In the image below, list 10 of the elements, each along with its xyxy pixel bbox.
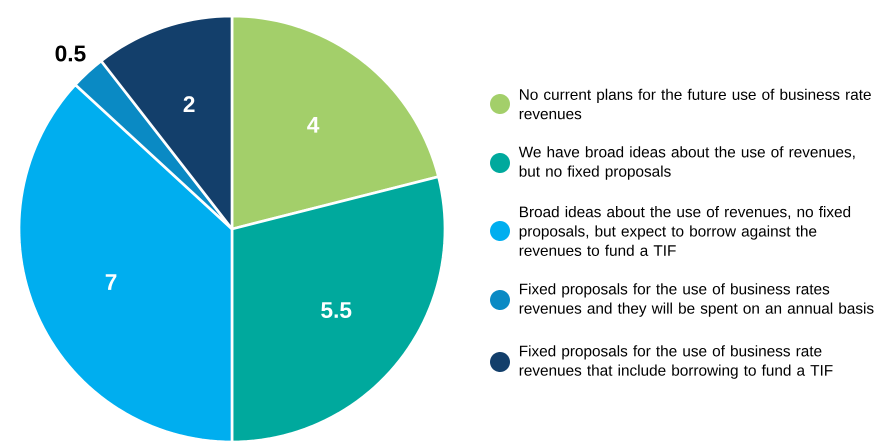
legend-label: Fixed proposals for the use of business rate revenues that include borrowing to fund a TIF bbox=[520, 345, 833, 379]
data-label: 0.5 bbox=[56, 45, 86, 62]
data-label: 4 bbox=[307, 116, 320, 133]
legend-label: No current plans for the future use of business rate revenues bbox=[520, 88, 871, 120]
data-label: 2 bbox=[184, 96, 195, 112]
legend-label: Broad ideas about the use of revenues, no fixed proposals, but expect to borrow against the revenues to fund a TIF bbox=[520, 206, 850, 256]
data-label: 5.5 bbox=[321, 302, 352, 318]
data-label: 7 bbox=[106, 274, 116, 290]
legend-label: We have broad ideas about the use of revenues, but no fixed proposals bbox=[518, 146, 855, 180]
legend-label: Fixed proposals for the use of business rates revenues and they will be spent on an annual basis bbox=[520, 283, 874, 317]
